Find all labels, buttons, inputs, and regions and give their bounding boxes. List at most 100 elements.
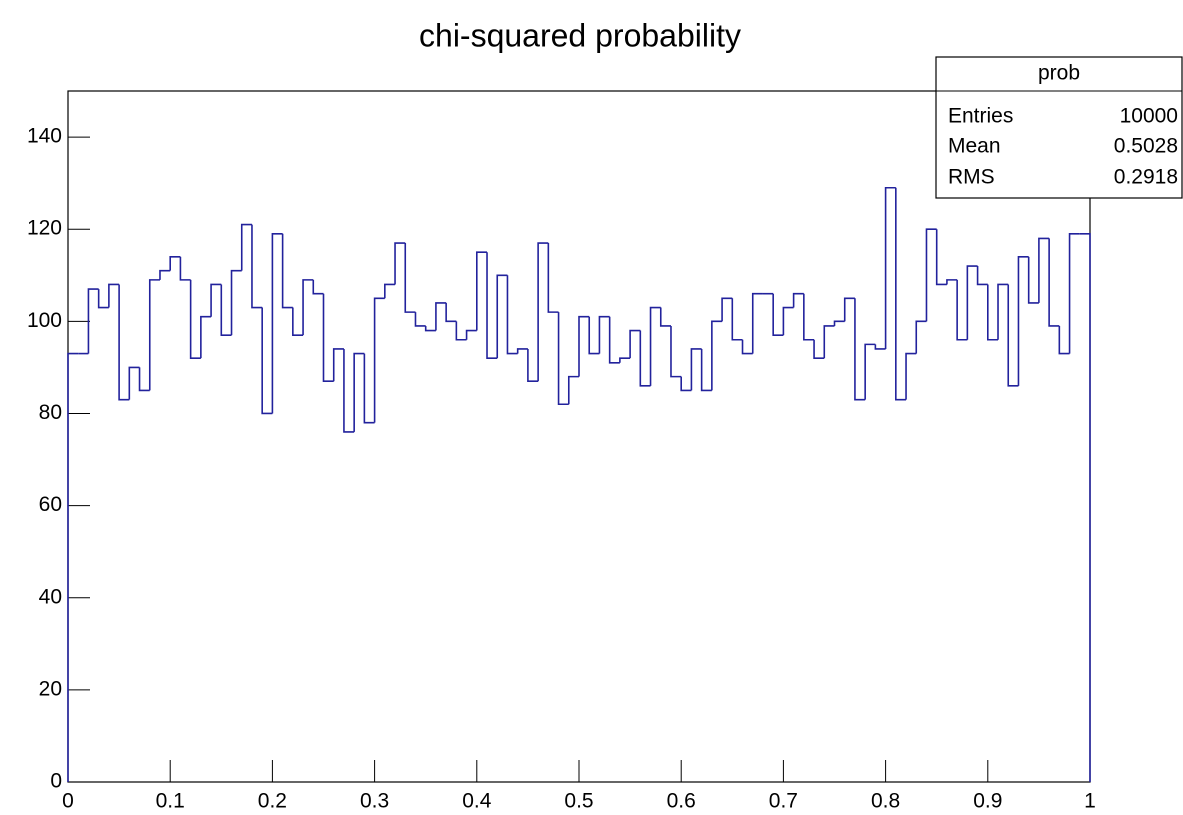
histogram-bin bbox=[261, 307, 273, 415]
histogram-bin bbox=[649, 306, 661, 386]
histogram-bin bbox=[445, 302, 457, 323]
histogram-bin bbox=[987, 284, 999, 341]
stats-label: Entries bbox=[948, 105, 1013, 128]
y-tick-label: 80 bbox=[39, 401, 62, 424]
stats-frame bbox=[935, 56, 1183, 199]
y-tick-label: 60 bbox=[39, 493, 62, 516]
histogram-bin bbox=[588, 316, 600, 355]
histogram-bin bbox=[956, 279, 968, 341]
histogram-bin bbox=[220, 284, 232, 336]
x-tick-label: 0.6 bbox=[667, 790, 696, 813]
histogram-bin bbox=[394, 242, 406, 285]
histogram-bin bbox=[935, 229, 947, 286]
histogram-bin bbox=[578, 315, 590, 377]
histogram-bin bbox=[813, 339, 825, 359]
stats-box: prob Entries 10000 Mean 0.5028 RMS 0.291… bbox=[935, 56, 1183, 199]
y-tick-label: 0 bbox=[50, 770, 62, 793]
y-tick-label: 100 bbox=[27, 309, 62, 332]
histogram-bin bbox=[619, 357, 631, 363]
histogram-bin bbox=[864, 343, 876, 400]
x-tick-label: 0 bbox=[62, 790, 74, 813]
histogram-bin bbox=[547, 243, 559, 313]
y-tick-label: 140 bbox=[27, 125, 62, 148]
stats-value: 10000 bbox=[1120, 105, 1178, 128]
x-tick-label: 0.4 bbox=[462, 790, 492, 813]
histogram-bin bbox=[976, 266, 988, 286]
histogram-bin bbox=[87, 288, 99, 354]
y-tick-label: 20 bbox=[39, 677, 62, 700]
histogram-bin bbox=[823, 325, 835, 359]
histogram-bin bbox=[639, 330, 651, 387]
chart-title: chi-squared probability bbox=[419, 17, 741, 53]
histogram-bin bbox=[711, 320, 723, 391]
histogram-bin bbox=[148, 279, 160, 391]
histogram-bin bbox=[138, 367, 150, 392]
histogram-bin bbox=[1038, 237, 1050, 303]
histogram-bin bbox=[1027, 256, 1039, 304]
stats-value: 0.5028 bbox=[1114, 135, 1178, 158]
histogram-bin bbox=[516, 348, 528, 354]
histogram-bin bbox=[189, 279, 201, 359]
histogram-bin bbox=[424, 325, 436, 332]
histogram-bin bbox=[966, 265, 978, 340]
histogram-bin bbox=[874, 344, 886, 350]
histogram-bin bbox=[670, 325, 682, 378]
x-tick-label: 0.1 bbox=[156, 790, 185, 813]
histogram-bin bbox=[997, 283, 1009, 340]
histogram-bin bbox=[598, 315, 610, 354]
y-tick-label: 120 bbox=[27, 217, 62, 240]
x-tick-label: 0.3 bbox=[360, 790, 389, 813]
histogram-bin bbox=[608, 316, 620, 364]
histogram-bin bbox=[843, 297, 855, 322]
x-tick-label: 1 bbox=[1084, 790, 1096, 813]
x-tick-label: 0.2 bbox=[258, 790, 287, 813]
histogram-bin bbox=[97, 289, 109, 309]
histogram-bin bbox=[690, 348, 702, 391]
histogram-bin bbox=[895, 187, 907, 401]
histogram-bin bbox=[67, 352, 79, 782]
histogram-bin bbox=[322, 293, 334, 383]
histogram-bin bbox=[537, 242, 549, 382]
histogram-bin bbox=[271, 233, 283, 414]
histogram-bin bbox=[721, 297, 733, 322]
histogram-bin bbox=[629, 329, 641, 359]
histogram-bin bbox=[741, 339, 753, 355]
histogram-bin bbox=[384, 283, 396, 299]
histogram-bin bbox=[240, 223, 252, 271]
histogram-bin bbox=[905, 352, 917, 400]
stats-title: prob bbox=[1038, 62, 1080, 85]
histogram-bin bbox=[200, 315, 212, 359]
x-tick-label: 0.5 bbox=[564, 790, 593, 813]
histogram-bin bbox=[373, 297, 385, 423]
histogram-bin bbox=[128, 366, 140, 400]
histogram-bin bbox=[1079, 233, 1091, 782]
histogram-bin bbox=[557, 312, 569, 406]
histogram-bin bbox=[751, 292, 763, 354]
histogram-bin bbox=[792, 292, 804, 308]
x-tick-label: 0.7 bbox=[769, 790, 798, 813]
histogram-bin bbox=[332, 348, 344, 382]
histogram-bin bbox=[659, 307, 671, 327]
histogram-bin bbox=[281, 233, 293, 309]
histogram-bin bbox=[1017, 256, 1029, 386]
histogram-bin bbox=[108, 283, 120, 308]
histogram-bin bbox=[455, 321, 467, 341]
histogram-bin bbox=[567, 375, 579, 405]
histogram-bin bbox=[833, 320, 845, 326]
histogram-bin bbox=[292, 307, 304, 336]
histogram-bin bbox=[700, 348, 712, 392]
histogram-bin bbox=[680, 376, 692, 392]
histogram-bin bbox=[414, 312, 426, 327]
x-tick-label: 0.8 bbox=[871, 790, 900, 813]
y-tick-label: 40 bbox=[39, 585, 62, 608]
histogram-bin bbox=[1048, 238, 1060, 327]
histogram-bin bbox=[915, 320, 927, 354]
stats-value: 0.2918 bbox=[1114, 166, 1178, 189]
histogram-bin bbox=[884, 186, 896, 349]
histogram-bin bbox=[353, 352, 365, 432]
histogram-bin bbox=[1007, 284, 1019, 387]
histogram-bin bbox=[118, 284, 130, 401]
histogram-bin bbox=[159, 269, 171, 280]
histogram-bin bbox=[506, 275, 518, 355]
histogram-bin bbox=[496, 274, 508, 359]
